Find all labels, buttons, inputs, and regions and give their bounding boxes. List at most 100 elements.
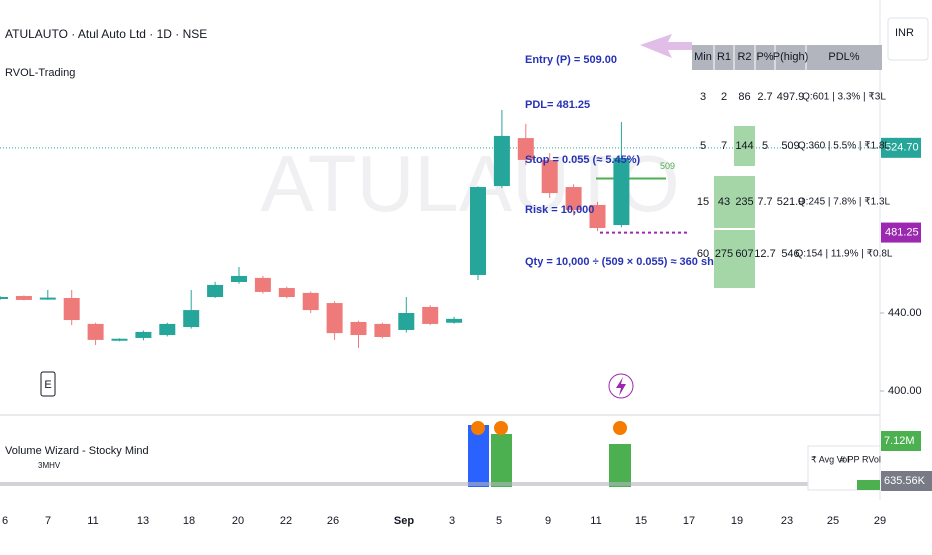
x-tick-label: 13 [137,515,149,527]
annotation: Risk = 10,000 [525,204,594,216]
table-header: P(high) [773,51,808,63]
table-header-bg [692,45,882,70]
price-badge [881,137,921,158]
volume-badge [881,471,932,491]
candle-body [613,157,630,226]
candle-body [39,297,56,300]
entry-label: 509 [660,161,675,171]
candle-body [111,338,128,341]
candle-body [326,303,343,334]
x-tick-label: 15 [635,515,647,527]
candle-body [565,187,582,211]
candle-body [231,275,247,282]
x-tick-label: 20 [232,515,244,527]
table-cell: 86 [738,91,750,103]
volume-bar [609,444,631,487]
x-tick-label: 18 [183,515,195,527]
x-tick-label: 6 [2,515,8,527]
table-cell-highlight [714,176,734,228]
x-tick-label: 19 [731,515,743,527]
candle-body [87,323,104,340]
x-tick-label: 11 [87,515,98,527]
candle-body [493,135,510,187]
table-header: Min [694,51,712,63]
lightning [616,377,626,396]
table-cell: 521.9 [777,196,805,208]
table-cell: 275 [715,248,733,260]
symbol-title: ATULAUTO · Atul Auto Ltd · 1D · NSE [5,27,207,41]
table-cell: 144 [735,140,753,152]
table-cell-highlight [734,126,755,166]
volume-badge [881,431,921,451]
x-tick-label: 11 [590,515,601,527]
table-cell: 2.7 [757,91,772,103]
table-cell: 5 [700,140,706,152]
price-badge-label: 481.25 [885,226,919,238]
table-cell-highlight [714,230,734,288]
x-tick-label: 7 [45,515,51,527]
x-tick-label: 29 [874,515,886,527]
price-badge [881,222,921,243]
annotation: Stop = 0.055 (≈ 5.45%) [525,154,641,166]
table-cell: 235 [735,196,753,208]
volume-title: Volume Wizard - Stocky Mind [5,445,149,457]
price-badge-label: 524.70 [885,142,919,154]
table-header: PDL% [828,51,859,63]
x-tick-label: 5 [496,515,502,527]
table-cell-highlight [734,176,755,228]
candle-body [398,313,415,330]
price-tick-label: 440.00 [888,307,922,319]
table-cell: 5 [762,140,768,152]
table-cell: 509 [781,140,799,152]
table-cell: 12.7 [754,248,775,260]
annotation: Qty = 10,000 ÷ (509 × 0.055) ≈ 360 share… [525,256,736,268]
volume-marker [494,421,508,435]
table-header: R2 [737,51,751,63]
candle-body [15,296,32,300]
table-cell: Q:601 | 3.3% | ₹3L [802,92,886,103]
table-cell: 497.9 [777,91,805,103]
volume-marker [613,421,627,435]
currency: INR [895,27,914,39]
table-cell: Q:154 | 11.9% | ₹0.8L [796,249,893,260]
volume-base [0,482,880,486]
table-cell: 43 [718,196,730,208]
candle-body [63,297,80,321]
annotation: PDL= 481.25 [525,99,590,111]
legend-item: ₹ Avg Vol [811,454,849,464]
table-cell: Q:360 | 5.5% | ₹1.8L [798,141,891,152]
volume-badge-label: 7.12M [884,435,915,447]
table-header: P% [756,51,773,63]
table-cell: 2 [721,91,727,103]
candle-body [302,292,319,311]
candle-body [541,159,558,194]
table-cell: 3 [700,91,706,103]
candle-body [254,277,271,292]
candle-body [278,288,295,298]
table-cell: 60 [697,248,709,260]
rvol-bar [857,480,880,490]
table-cell: 7 [721,140,727,152]
pointer-arrow [640,34,692,58]
volume-marker [471,421,485,435]
table-cell: 546 [781,248,799,260]
table-cell: Q:245 | 7.8% | ₹1.3L [798,197,891,208]
candle-body [183,310,200,328]
volume-subtitle: 3MHV [38,461,61,470]
x-tick-label: 17 [683,515,695,527]
price-tick-label: 400.00 [888,385,922,397]
currency-box[interactable] [887,17,929,61]
legend-item: RVol [862,454,881,464]
candle-body [374,323,391,337]
candle-body [422,306,439,324]
annotation: Entry (P) = 509.00 [525,54,617,66]
event-label: E [44,379,51,391]
volume-badge-label: 635.56K [884,475,926,487]
table-cell: 607 [735,248,753,260]
x-tick-label: 25 [827,515,839,527]
x-tick-label: 9 [545,515,551,527]
candle-body [135,331,152,338]
x-tick-label: 22 [280,515,292,527]
x-tick-label: Sep [394,515,414,527]
